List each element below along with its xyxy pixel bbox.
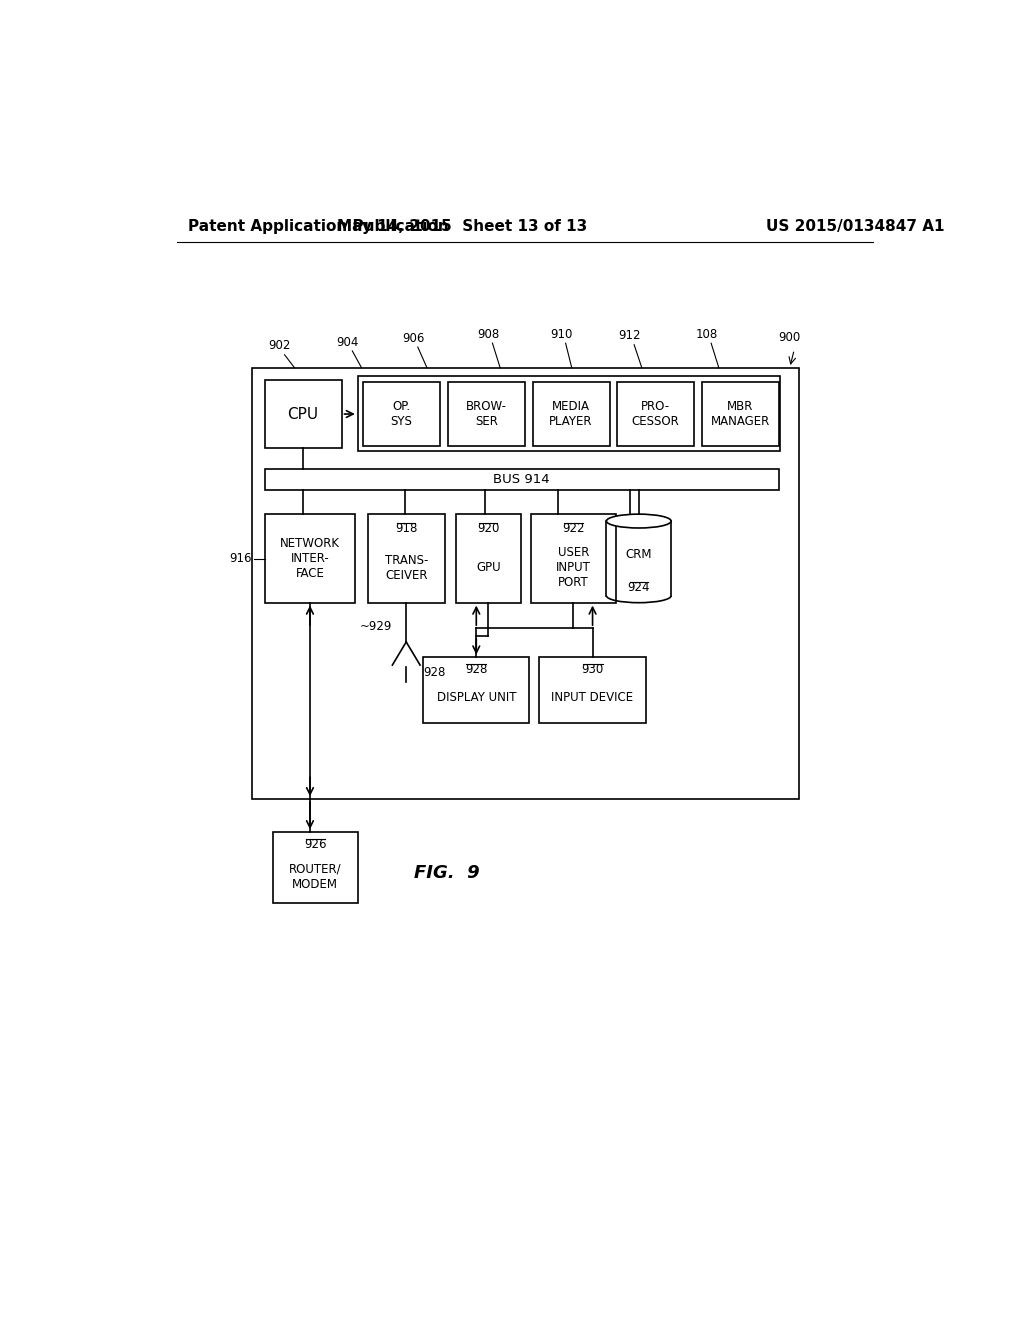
Text: CPU: CPU bbox=[288, 407, 318, 421]
Text: Patent Application Publication: Patent Application Publication bbox=[188, 219, 450, 234]
Text: 906: 906 bbox=[402, 331, 424, 345]
Bar bbox=[447, 381, 524, 446]
Bar bbox=[701, 381, 779, 446]
Text: May 14, 2015  Sheet 13 of 13: May 14, 2015 Sheet 13 of 13 bbox=[337, 219, 587, 234]
Text: TRANS-
CEIVER: TRANS- CEIVER bbox=[385, 553, 428, 582]
Text: PRO-
CESSOR: PRO- CESSOR bbox=[632, 400, 680, 428]
Bar bbox=[252, 368, 799, 799]
Text: 108: 108 bbox=[695, 327, 718, 341]
Text: 910: 910 bbox=[551, 327, 573, 341]
Bar bbox=[264, 380, 342, 447]
Bar bbox=[423, 657, 529, 723]
Text: MBR
MANAGER: MBR MANAGER bbox=[711, 400, 770, 428]
Text: 918: 918 bbox=[395, 521, 418, 535]
Bar bbox=[364, 381, 440, 446]
Text: ~929: ~929 bbox=[360, 620, 392, 634]
Bar bbox=[532, 381, 609, 446]
Text: OP.
SYS: OP. SYS bbox=[391, 400, 413, 428]
Text: 924: 924 bbox=[628, 581, 650, 594]
Text: MEDIA
PLAYER: MEDIA PLAYER bbox=[549, 400, 593, 428]
Text: 912: 912 bbox=[618, 330, 641, 342]
Text: USER
INPUT
PORT: USER INPUT PORT bbox=[556, 546, 591, 589]
Bar bbox=[357, 376, 779, 451]
Text: BUS 914: BUS 914 bbox=[494, 473, 550, 486]
Text: 920: 920 bbox=[477, 521, 500, 535]
Text: FIG.  9: FIG. 9 bbox=[414, 865, 479, 882]
Bar bbox=[273, 832, 357, 903]
Ellipse shape bbox=[606, 515, 671, 528]
Text: CRM: CRM bbox=[626, 548, 652, 561]
Text: 928: 928 bbox=[423, 667, 445, 680]
Text: 904: 904 bbox=[337, 335, 358, 348]
Text: NETWORK
INTER-
FACE: NETWORK INTER- FACE bbox=[280, 537, 340, 579]
Text: 930: 930 bbox=[582, 663, 604, 676]
Text: BROW-
SER: BROW- SER bbox=[466, 400, 507, 428]
Text: 928: 928 bbox=[465, 663, 487, 676]
Text: GPU: GPU bbox=[476, 561, 501, 574]
Bar bbox=[368, 515, 444, 603]
Text: 902: 902 bbox=[268, 339, 291, 352]
Text: US 2015/0134847 A1: US 2015/0134847 A1 bbox=[766, 219, 944, 234]
Bar bbox=[264, 469, 779, 490]
Bar bbox=[539, 657, 646, 723]
Text: ROUTER/
MODEM: ROUTER/ MODEM bbox=[289, 863, 342, 891]
Text: 922: 922 bbox=[562, 521, 585, 535]
Bar bbox=[456, 515, 521, 603]
Bar bbox=[531, 515, 615, 603]
Text: INPUT DEVICE: INPUT DEVICE bbox=[552, 692, 634, 705]
Text: DISPLAY UNIT: DISPLAY UNIT bbox=[436, 692, 516, 705]
Bar bbox=[264, 515, 355, 603]
Text: 916: 916 bbox=[229, 552, 252, 565]
Text: 908: 908 bbox=[477, 327, 500, 341]
Text: 900: 900 bbox=[778, 331, 801, 345]
Text: 926: 926 bbox=[304, 838, 327, 851]
Bar bbox=[617, 381, 694, 446]
